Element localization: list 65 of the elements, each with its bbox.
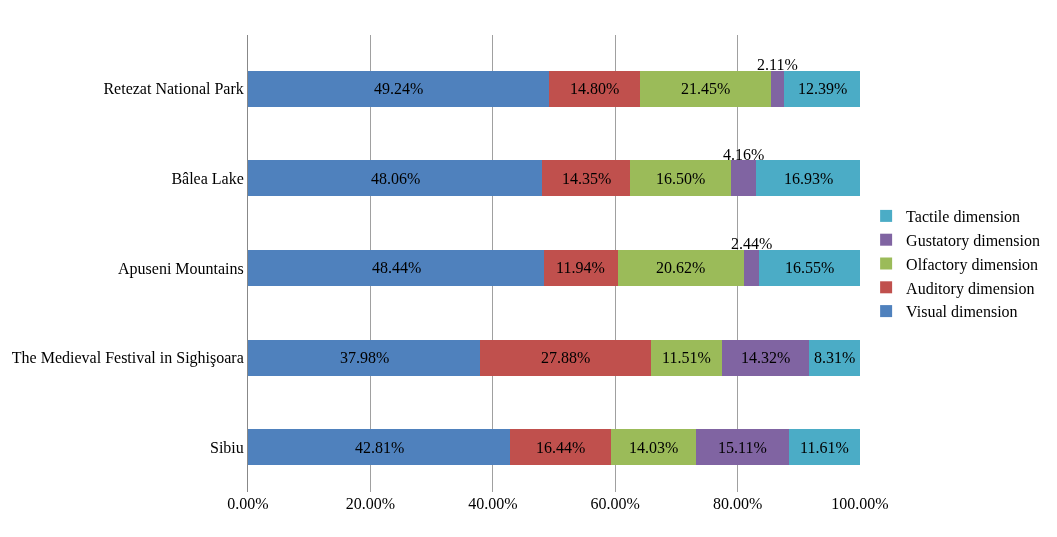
legend-label: Olfactory dimension (906, 255, 1039, 274)
data-label: 48.06% (371, 170, 421, 187)
legend-label: Auditory dimension (906, 279, 1035, 298)
y-tick-label: Retezat National Park (103, 80, 244, 98)
data-label: 20.62% (656, 259, 706, 276)
bar (248, 70, 550, 107)
x-tick-label: 60.00% (590, 495, 640, 512)
data-label: 11.51% (662, 349, 711, 366)
data-label: 14.80% (570, 80, 620, 97)
data-label: 37.98% (340, 349, 390, 366)
y-tick-label: Bâlea Lake (171, 169, 244, 187)
data-label: 16.55% (785, 259, 835, 276)
bar (542, 160, 630, 197)
data-label: 12.39% (798, 80, 848, 97)
bar (756, 160, 860, 197)
bar (721, 339, 810, 376)
data-label: 27.88% (541, 349, 591, 366)
bar (771, 70, 785, 107)
bar (248, 339, 481, 376)
data-label: 4.16% (723, 146, 765, 163)
data-label: 11.94% (556, 259, 605, 276)
bar (510, 429, 611, 466)
bar (480, 339, 652, 376)
bar (639, 70, 772, 107)
data-label: 16.44% (536, 439, 586, 456)
x-tick-label: 80.00% (712, 495, 763, 512)
legend-label: Gustatory dimension (906, 231, 1040, 250)
bar (651, 339, 722, 376)
data-label: 16.93% (784, 170, 834, 187)
data-label: 15.11% (718, 439, 767, 456)
legend-label: Visual dimension (906, 303, 1018, 321)
y-tick-label: Apuseni Mountains (118, 259, 244, 278)
bar (788, 429, 860, 466)
data-label: 14.35% (562, 170, 612, 187)
x-tick-label: 40.00% (468, 495, 518, 512)
bar (730, 160, 757, 197)
data-label: 2.11% (757, 56, 798, 73)
data-label: 2.44% (731, 235, 773, 252)
x-tick-label: 0.00% (227, 495, 269, 512)
bar (248, 429, 510, 466)
bar (784, 70, 860, 107)
data-label: 14.32% (741, 349, 791, 366)
data-label: 14.03% (629, 439, 679, 456)
bar (743, 250, 759, 286)
data-label: 42.81% (355, 439, 405, 456)
bar (617, 250, 744, 286)
bar (544, 250, 618, 286)
bar (549, 70, 640, 107)
bar (758, 250, 860, 286)
bar (696, 429, 789, 466)
bar (248, 250, 545, 286)
data-label: 49.24% (374, 80, 424, 97)
bar (610, 429, 697, 466)
bar (629, 160, 731, 197)
data-label: 21.45% (681, 80, 731, 97)
x-tick-label: 20.00% (345, 495, 396, 512)
data-label: 48.44% (372, 259, 422, 276)
y-tick-label: Sibiu (210, 438, 244, 456)
data-label: 8.31% (814, 349, 856, 366)
data-label: 11.61% (800, 439, 849, 456)
legend-label: Tactile dimension (906, 208, 1021, 226)
bar (248, 160, 543, 197)
data-label: 16.50% (656, 170, 706, 187)
y-tick-label: The Medieval Festival in Sighişoara (11, 349, 244, 368)
x-tick-label: 100.00% (831, 495, 889, 512)
